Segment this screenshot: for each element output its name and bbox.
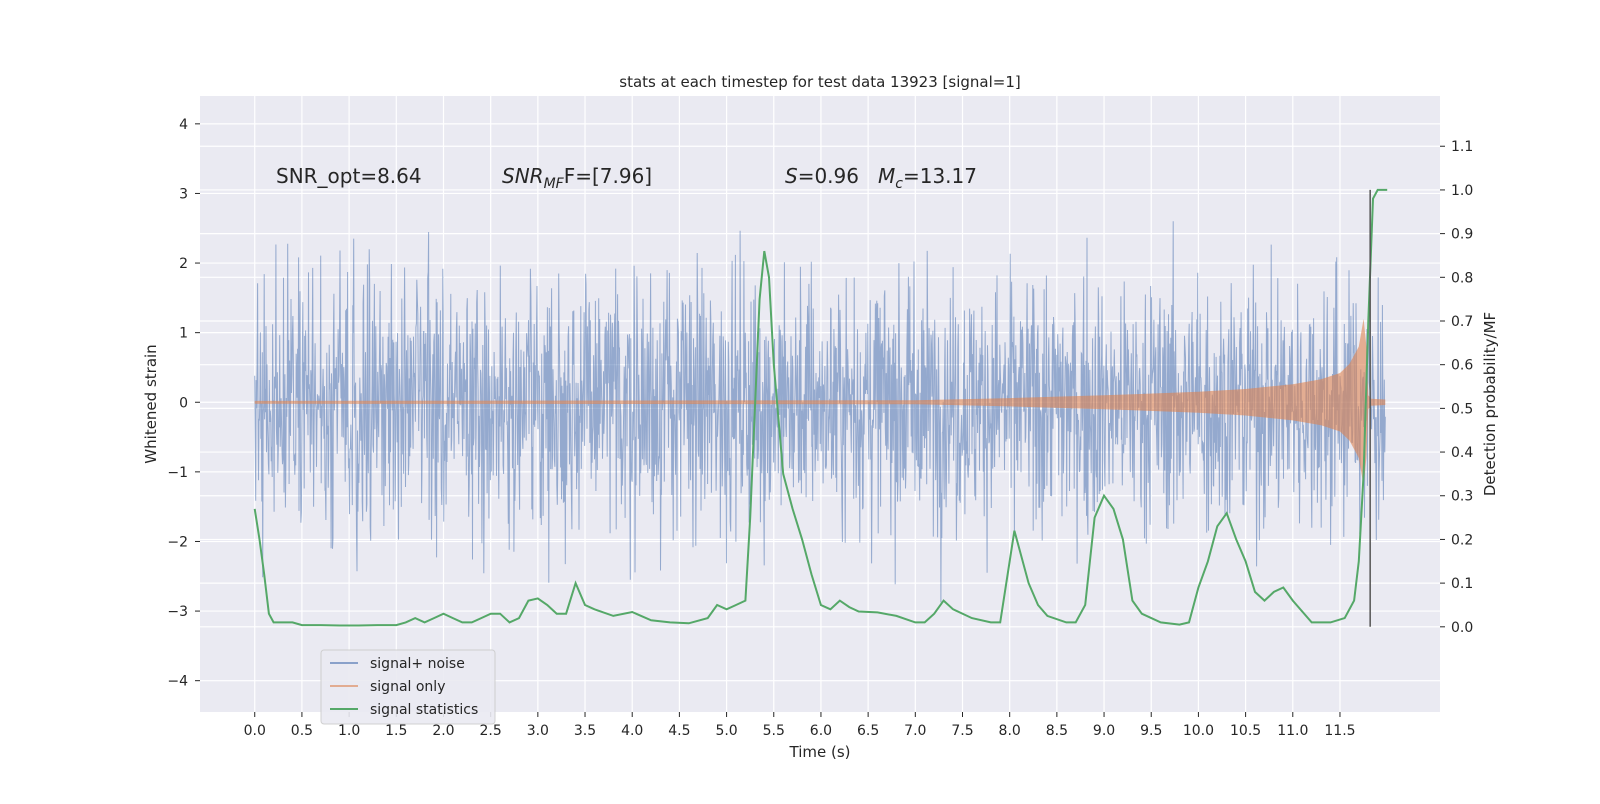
- signal-series: [254, 318, 1386, 486]
- x-tick-label: 7.0: [904, 723, 926, 739]
- x-tick-label: 10.5: [1230, 723, 1261, 739]
- x-tick-label: 5.5: [763, 723, 785, 739]
- y-tick-label-right: 0.6: [1451, 358, 1473, 374]
- y-tick-label-left: 2: [179, 256, 188, 272]
- x-axis-label: Time (s): [789, 743, 851, 761]
- annotation-s: S=0.96: [785, 164, 859, 188]
- legend-box: [320, 649, 496, 725]
- y-axis-label-right: Detection probability/MF: [1481, 312, 1499, 496]
- x-tick-label: 2.0: [432, 723, 454, 739]
- chart-title: stats at each timestep for test data 139…: [619, 73, 1020, 91]
- y-tick-label-left: −4: [167, 674, 188, 690]
- annotation-mc-rest: =13.17: [903, 164, 977, 188]
- x-tick-label: 6.5: [857, 723, 879, 739]
- y-tick-label-left: −2: [167, 534, 188, 550]
- annotation-mc: Mc=13.17: [878, 164, 977, 192]
- x-axis-ticks: 0.0 0.5 1.0 1.5 2.0 2.5 3.0 3.5 4.0 4.5 5.0 5.5 6.0 6…: [244, 712, 1356, 739]
- right-axis-ticks: 1.1 1.0 0.9 0.8 0.7 0.6 0.5 0.4 0.3 0.2 0.1 0.0: [1440, 139, 1473, 636]
- annotation-snr-mf-main: SNR: [502, 164, 544, 188]
- x-tick-label: 6.0: [810, 723, 832, 739]
- x-tick-label: 4.5: [668, 723, 690, 739]
- legend-label-signal: signal only: [370, 679, 445, 695]
- x-tick-label: 3.0: [527, 723, 549, 739]
- stats-line: [253, 188, 1388, 627]
- y-tick-label-left: −1: [167, 465, 188, 481]
- y-tick-label-left: 0: [179, 395, 188, 411]
- x-tick-label: 1.5: [385, 723, 407, 739]
- annotation-snr-mf-sub: MF: [544, 176, 565, 192]
- y-tick-label-right: 0.9: [1451, 227, 1473, 243]
- x-tick-label: 11.5: [1324, 723, 1355, 739]
- x-tick-label: 5.0: [715, 723, 737, 739]
- noise-trace: [254, 221, 1386, 603]
- x-tick-label: 0.0: [244, 723, 266, 739]
- x-tick-label: 11.0: [1277, 723, 1308, 739]
- annotation-snr-mf-rest: F=[7.96]: [564, 164, 652, 188]
- y-tick-label-right: 0.4: [1451, 445, 1473, 461]
- y-tick-label-right: 0.1: [1451, 576, 1473, 592]
- y-tick-label-right: 0.3: [1451, 489, 1473, 505]
- annotation-mc-main: M: [878, 164, 895, 188]
- legend-label-stats: signal statistics: [370, 702, 478, 718]
- left-axis-ticks: 4 3 2 1 0 −1 −2 −3 −4: [167, 117, 200, 690]
- annotation-s-main: S: [785, 164, 798, 188]
- x-tick-label: 9.5: [1140, 723, 1162, 739]
- y-tick-label-right: 1.0: [1451, 183, 1473, 199]
- y-tick-label-right: 0.5: [1451, 401, 1473, 417]
- x-tick-label: 0.5: [291, 723, 313, 739]
- x-tick-label: 4.0: [621, 723, 643, 739]
- x-tick-label: 8.0: [999, 723, 1021, 739]
- y-tick-label-right: 0.0: [1451, 620, 1473, 636]
- annotation-snr-mf: SNRMFF=[7.96]: [502, 164, 652, 192]
- y-tick-label-left: −3: [167, 604, 188, 620]
- annotation-snr-opt: SNR_opt=8.64: [276, 164, 422, 188]
- x-tick-label: 3.5: [574, 723, 596, 739]
- x-tick-label: 9.0: [1093, 723, 1115, 739]
- y-axis-label-left: Whitened strain: [142, 344, 160, 463]
- y-tick-label-right: 1.1: [1451, 139, 1473, 155]
- stats-series: [253, 188, 1388, 627]
- signal-envelope: [254, 318, 1386, 486]
- annotation-mc-sub: c: [895, 176, 903, 192]
- y-tick-label-right: 0.2: [1451, 532, 1473, 548]
- annotation-s-rest: =0.96: [798, 164, 859, 188]
- x-tick-label: 10.0: [1183, 723, 1214, 739]
- y-tick-label-right: 0.7: [1451, 314, 1473, 330]
- x-tick-label: 7.5: [951, 723, 973, 739]
- x-tick-label: 8.5: [1046, 723, 1068, 739]
- x-tick-label: 2.5: [480, 723, 502, 739]
- legend: signal+ noise signal only signal statist…: [320, 649, 496, 725]
- legend-label-noise: signal+ noise: [370, 656, 465, 672]
- noise-series: [254, 221, 1386, 603]
- y-tick-label-left: 4: [179, 117, 188, 133]
- y-tick-label-right: 0.8: [1451, 270, 1473, 286]
- y-tick-label-left: 3: [179, 186, 188, 202]
- x-tick-label: 1.0: [338, 723, 360, 739]
- y-tick-label-left: 1: [179, 326, 188, 342]
